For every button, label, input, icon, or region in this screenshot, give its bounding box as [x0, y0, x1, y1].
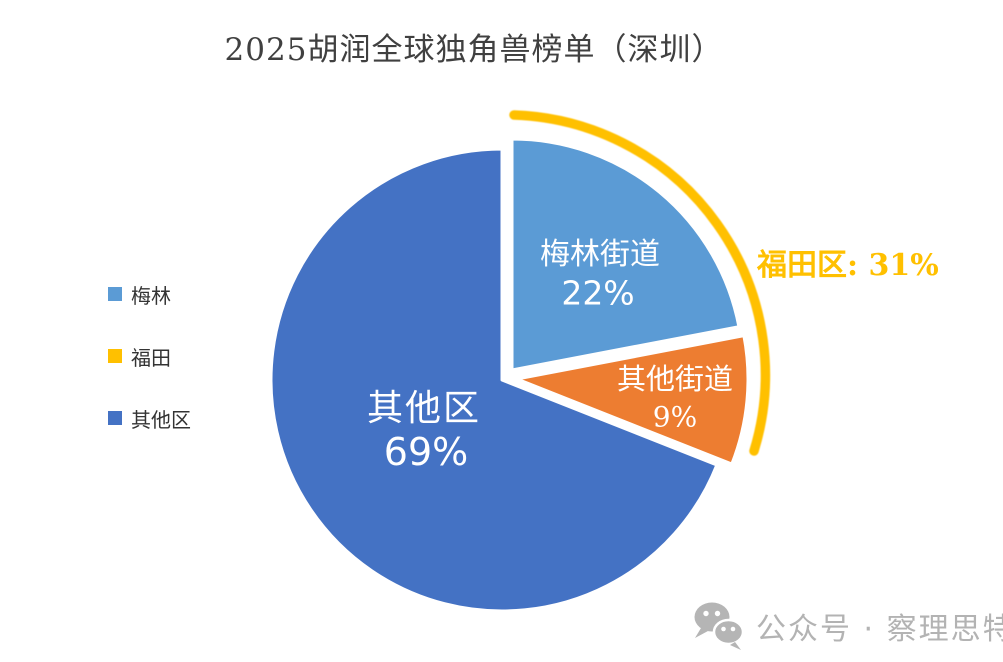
slice-pct-meilin-jiedao: 22%: [561, 273, 635, 313]
pie-slice-meilin-jiedao: [510, 137, 741, 372]
slice-pct-qita-jiedao: 9%: [652, 400, 698, 434]
slice-label-meilin-jiedao: 梅林街道: [540, 237, 660, 272]
highlight-arc: [509, 110, 771, 456]
annotation-futian: 福田区: 31%: [757, 248, 939, 283]
slice-label-qita-jiedao: 其他街道: [616, 362, 734, 396]
watermark: 公众号 · 察理思特: [690, 600, 1003, 652]
legend-label-meilin: 梅林: [131, 283, 171, 308]
legend-swatch-qitaqu: [108, 411, 122, 425]
legend-item-futian: 福田: [108, 344, 171, 370]
legend-item-meilin: 梅林: [108, 282, 171, 308]
legend-label-futian: 福田: [131, 345, 171, 370]
wechat-icon: [694, 602, 745, 650]
slice-pct-qita-qu: 69%: [383, 430, 469, 474]
legend-swatch-futian: [108, 349, 122, 363]
pie-slice-qita-qu: [269, 147, 719, 613]
legend-item-qitaqu: 其他区: [108, 406, 191, 432]
pie-slice-qita-jiedao: [515, 334, 750, 466]
slice-label-qita-qu: 其他区: [366, 388, 482, 429]
chart-title: 2025胡润全球独角兽榜单（深圳）: [224, 32, 724, 68]
watermark-text: 公众号 · 察理思特: [756, 612, 1003, 647]
legend-swatch-meilin: [108, 287, 122, 301]
legend-label-qitaqu: 其他区: [131, 407, 191, 432]
